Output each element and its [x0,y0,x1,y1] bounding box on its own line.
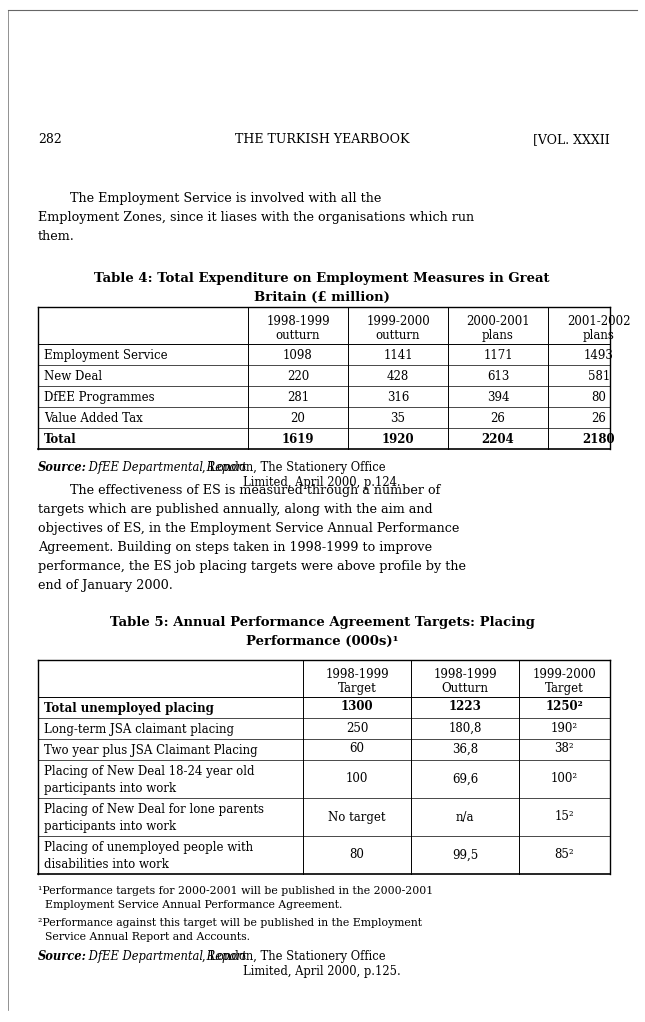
Text: 69,6: 69,6 [452,773,478,786]
Text: Employment Zones, since it liases with the organisations which run: Employment Zones, since it liases with t… [38,211,474,224]
Text: 394: 394 [487,391,510,404]
Text: 26: 26 [491,412,506,425]
Text: Agreement. Building on steps taken in 1998-1999 to improve: Agreement. Building on steps taken in 19… [38,541,432,554]
Text: 80: 80 [350,848,364,862]
Text: n/a: n/a [456,810,474,824]
Text: [VOL. XXXII: [VOL. XXXII [533,133,610,146]
Text: end of January 2000.: end of January 2000. [38,579,173,592]
Text: The effectiveness of ES is measured through a number of: The effectiveness of ES is measured thro… [38,484,441,497]
Text: 100²: 100² [550,773,577,786]
Text: ¹Performance targets for 2000-2001 will be published in the 2000-2001: ¹Performance targets for 2000-2001 will … [38,886,433,896]
Text: 1223: 1223 [448,700,481,713]
Text: Target: Target [544,682,583,695]
Text: 2204: 2204 [482,433,514,446]
Text: Total: Total [44,433,77,446]
Text: targets which are published annually, along with the aim and: targets which are published annually, al… [38,503,433,516]
Text: , London, The Stationery Office: , London, The Stationery Office [202,950,386,963]
Text: DfEE Programmes: DfEE Programmes [44,391,155,404]
Text: 99,5: 99,5 [452,848,478,862]
Text: New Deal: New Deal [44,370,102,383]
Text: Employment Service: Employment Service [44,349,168,362]
Text: 1999-2000: 1999-2000 [366,315,430,328]
Text: 60: 60 [350,743,364,755]
Text: Placing of New Deal for lone parents: Placing of New Deal for lone parents [44,803,264,816]
Text: 35: 35 [390,412,406,425]
Text: 1300: 1300 [341,700,373,713]
Text: 2001-2002: 2001-2002 [567,315,631,328]
Text: 80: 80 [591,391,606,404]
Text: 1250²: 1250² [545,700,583,713]
Text: 20: 20 [290,412,306,425]
Text: Two year plus JSA Claimant Placing: Two year plus JSA Claimant Placing [44,744,257,757]
Text: 316: 316 [387,391,409,404]
Text: outturn: outturn [376,329,421,342]
Text: ²Performance against this target will be published in the Employment: ²Performance against this target will be… [38,918,422,928]
Text: THE TURKISH YEARBOOK: THE TURKISH YEARBOOK [235,133,409,146]
Text: 282: 282 [38,133,62,146]
Text: 100: 100 [346,773,368,786]
Text: 1998-1999: 1998-1999 [433,668,497,681]
Text: Target: Target [337,682,377,695]
Text: Employment Service Annual Performance Agreement.: Employment Service Annual Performance Ag… [38,900,342,910]
Text: 1141: 1141 [383,349,413,362]
Text: DfEE Departmental Report: DfEE Departmental Report [85,950,246,963]
Text: Placing of New Deal 18-24 year old: Placing of New Deal 18-24 year old [44,765,255,778]
Text: 85²: 85² [554,848,574,862]
Text: 2180: 2180 [582,433,615,446]
Text: 428: 428 [387,370,409,383]
Text: 1998-1999: 1998-1999 [325,668,389,681]
Text: Total unemployed placing: Total unemployed placing [44,702,214,715]
Text: DfEE Departmental Report: DfEE Departmental Report [85,461,246,474]
Text: 38²: 38² [554,743,574,755]
Text: 26: 26 [591,412,606,425]
Text: No target: No target [328,810,386,824]
Text: 190²: 190² [550,722,577,735]
Text: 220: 220 [287,370,309,383]
Text: Value Added Tax: Value Added Tax [44,412,143,425]
Text: The Employment Service is involved with all the: The Employment Service is involved with … [38,192,381,205]
Text: Placing of unemployed people with: Placing of unemployed people with [44,841,253,854]
Text: Table 4: Total Expenditure on Employment Measures in Great: Table 4: Total Expenditure on Employment… [94,272,550,285]
Text: 1998-1999: 1998-1999 [266,315,330,328]
Text: 281: 281 [287,391,309,404]
Text: 1098: 1098 [283,349,313,362]
Text: outturn: outturn [276,329,321,342]
Text: Long-term JSA claimant placing: Long-term JSA claimant placing [44,723,234,736]
Text: disabilities into work: disabilities into work [44,858,169,871]
Text: 581: 581 [588,370,610,383]
Text: Limited, April 2000, p.125.: Limited, April 2000, p.125. [243,965,401,978]
Text: them.: them. [38,230,75,243]
Text: 1920: 1920 [382,433,414,446]
Text: performance, the ES job placing targets were above profile by the: performance, the ES job placing targets … [38,560,466,573]
Text: 36,8: 36,8 [452,743,478,755]
Text: 1171: 1171 [483,349,513,362]
Text: participants into work: participants into work [44,782,176,795]
Text: Performance (000s)¹: Performance (000s)¹ [246,635,398,648]
Text: Source:: Source: [38,461,87,474]
Text: 1619: 1619 [282,433,314,446]
Text: Table 5: Annual Performance Agreement Targets: Placing: Table 5: Annual Performance Agreement Ta… [110,616,535,629]
Text: 180,8: 180,8 [448,722,482,735]
Text: 1999-2000: 1999-2000 [532,668,596,681]
Text: plans: plans [583,329,615,342]
Text: Service Annual Report and Accounts.: Service Annual Report and Accounts. [38,932,250,942]
Text: 1493: 1493 [584,349,614,362]
Text: objectives of ES, in the Employment Service Annual Performance: objectives of ES, in the Employment Serv… [38,522,459,535]
Text: 613: 613 [487,370,509,383]
Text: 250: 250 [346,722,368,735]
Text: , London, The Stationery Office: , London, The Stationery Office [202,461,386,474]
Text: plans: plans [482,329,514,342]
Text: Limited, April 2000, p.124.: Limited, April 2000, p.124. [243,476,401,489]
Text: Britain (£ million): Britain (£ million) [254,291,390,304]
Text: Outturn: Outturn [441,682,488,695]
Text: 15²: 15² [554,810,574,824]
Text: Source:: Source: [38,950,87,963]
Text: participants into work: participants into work [44,820,176,833]
Text: 2000-2001: 2000-2001 [466,315,530,328]
